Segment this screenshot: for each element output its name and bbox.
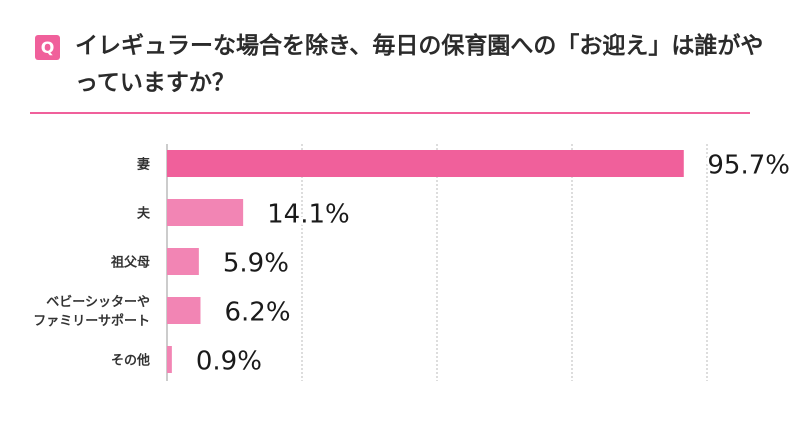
bar (167, 346, 172, 373)
category-label: その他 (111, 353, 150, 369)
bar (167, 199, 244, 226)
question-text: イレギュラーな場合を除き、毎日の保育園への「お迎え」は誰がやっていますか？ (75, 33, 764, 96)
labels: 妻 95.7% 夫 14.1% 祖父母 5.9% ベビーシッターやファミリーサポート 6.2%… (33, 148, 792, 379)
bar (167, 297, 201, 324)
category-label: 妻 (137, 157, 150, 173)
value-label: 95.7% (707, 151, 790, 181)
category-label: ベビーシッターやファミリーサポート (33, 294, 150, 329)
question-badge: Q (35, 35, 60, 60)
value-label: 14.1% (267, 200, 350, 230)
bars (167, 150, 684, 373)
bar (167, 150, 684, 177)
value-label: 6.2% (224, 298, 290, 328)
value-label: 5.9% (223, 249, 289, 279)
category-label: 夫 (137, 206, 151, 222)
category-label: 祖父母 (110, 255, 150, 271)
header-divider (30, 112, 750, 114)
value-label: 0.9% (196, 347, 262, 377)
bar (167, 248, 199, 275)
